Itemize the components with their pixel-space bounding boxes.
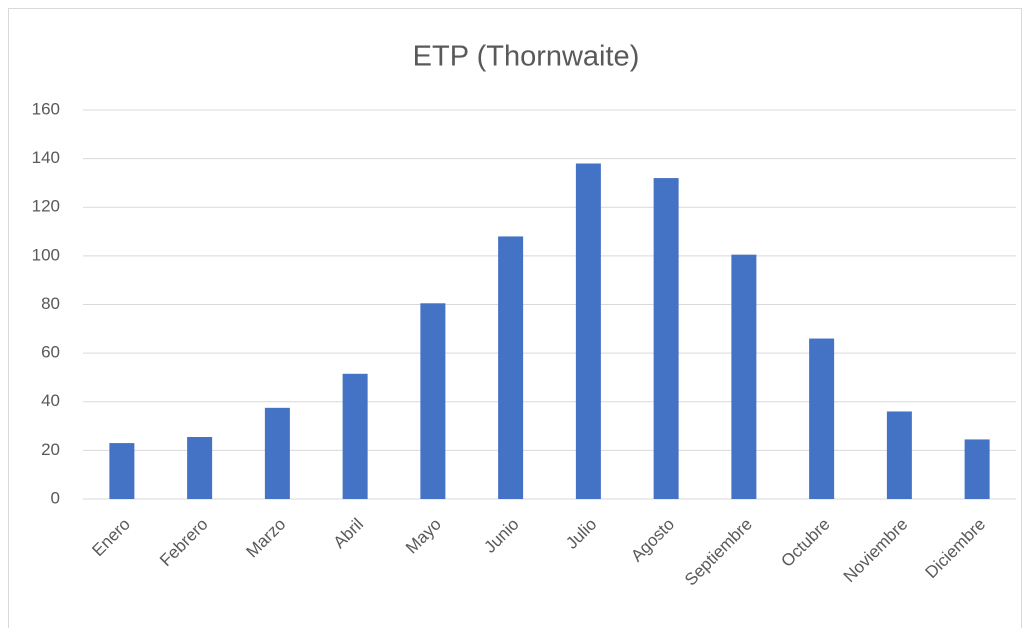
x-tick-label: Junio	[480, 515, 522, 557]
y-tick-label: 80	[41, 294, 60, 313]
x-tick-label: Abril	[330, 515, 367, 552]
bar	[886, 411, 912, 499]
x-tick-label: Febrero	[156, 515, 212, 571]
chart-title: ETP (Thornwaite)	[413, 41, 640, 73]
bar	[264, 407, 290, 499]
bar	[342, 373, 368, 499]
x-tick-label: Octubre	[777, 515, 833, 571]
bar	[187, 437, 213, 499]
y-tick-label: 140	[32, 148, 60, 167]
x-tick-label: Mayo	[402, 515, 445, 558]
x-tick-label: Noviembre	[840, 515, 912, 587]
y-tick-label: 60	[41, 343, 60, 362]
y-tick-label: 40	[41, 391, 60, 410]
bar	[809, 338, 835, 499]
y-tick-label: 20	[41, 440, 60, 459]
x-tick-label: Julio	[562, 515, 600, 553]
x-tick-label: Diciembre	[922, 515, 990, 583]
bar	[109, 443, 135, 499]
x-tick-label: Marzo	[243, 515, 290, 562]
x-tick-label: Agosto	[627, 515, 678, 566]
y-tick-label: 0	[51, 488, 60, 507]
x-tick-label: Septiembre	[681, 515, 756, 590]
bar	[498, 236, 524, 500]
bar	[575, 163, 601, 500]
y-tick-label: 160	[32, 99, 60, 118]
bar	[964, 439, 990, 499]
bar	[420, 303, 446, 499]
chart-border	[8, 8, 1022, 628]
y-tick-label: 120	[32, 197, 60, 216]
bar	[731, 254, 757, 499]
x-tick-label: Enero	[88, 515, 134, 561]
y-tick-label: 100	[32, 245, 60, 264]
bar	[653, 178, 679, 499]
